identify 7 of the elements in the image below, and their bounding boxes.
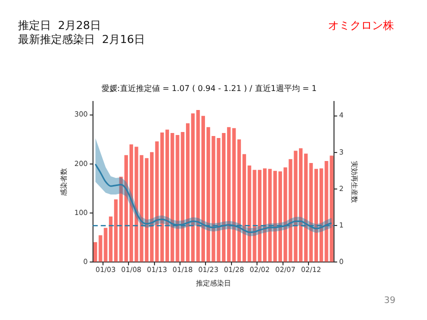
text: 39	[384, 296, 396, 306]
chart-title: 愛媛:直近推定値 = 1.07 ( 0.94 - 1.21 ) / 直近1週平均 = 1	[101, 84, 317, 93]
text: オミクロン株	[328, 18, 394, 33]
text: 最新推定感染日 2月16日	[18, 32, 145, 47]
line-series	[94, 163, 332, 233]
bar	[330, 156, 334, 262]
text: 推定日 2月28日	[18, 18, 101, 33]
